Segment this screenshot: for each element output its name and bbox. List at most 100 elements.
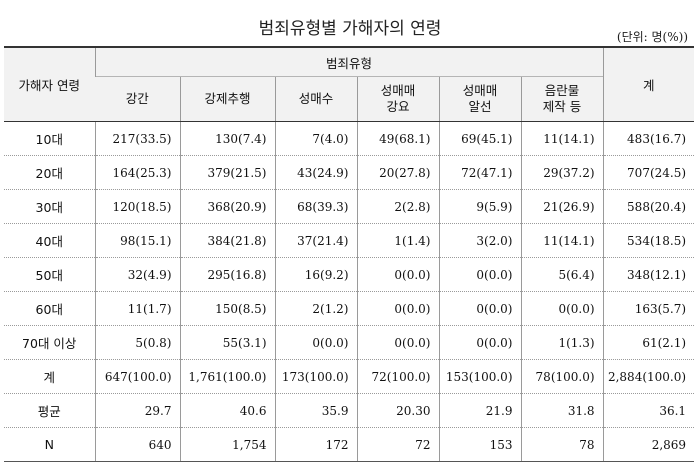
table-cell: 153 xyxy=(438,427,521,462)
table-cell: 173(100.0) xyxy=(274,359,357,394)
table-cell: 3(2.0) xyxy=(438,223,521,258)
total-cell: 2,884(100.0) xyxy=(602,359,695,394)
table-cell: 43(24.9) xyxy=(274,155,357,190)
table-cell: 0(0.0) xyxy=(274,325,357,360)
table-cell: 150(8.5) xyxy=(179,291,275,326)
table-cell: 29.7 xyxy=(94,393,180,428)
total-cell: 588(20.4) xyxy=(602,189,695,224)
table-cell: 55(3.1) xyxy=(179,325,275,360)
row-label: 50대 xyxy=(4,257,95,292)
age-column-header: 가해자 연령 xyxy=(4,46,95,122)
table-cell: 164(25.3) xyxy=(94,155,180,190)
table-row: N 640 1,754 172 72 153 78 2,869 xyxy=(4,427,695,462)
table-row: 평균 29.7 40.6 35.9 20.30 21.9 31.8 36.1 xyxy=(4,393,695,428)
table-row: 40대 98(15.1) 384(21.8) 37(21.4) 1(1.4) 3(2.0)… xyxy=(4,223,695,258)
total-cell: 61(2.1) xyxy=(602,325,695,360)
total-cell: 36.1 xyxy=(602,393,695,428)
table-cell: 0(0.0) xyxy=(438,291,521,326)
total-cell: 707(24.5) xyxy=(602,155,695,190)
table-cell: 130(7.4) xyxy=(179,121,275,156)
table-cell: 1(1.4) xyxy=(356,223,439,258)
table-cell: 1,761(100.0) xyxy=(179,359,275,394)
row-label: 60대 xyxy=(4,291,95,326)
row-label: 40대 xyxy=(4,223,95,258)
table-cell: 0(0.0) xyxy=(356,325,439,360)
table-cell: 37(21.4) xyxy=(274,223,357,258)
table-cell: 21.9 xyxy=(438,393,521,428)
table-cell: 379(21.5) xyxy=(179,155,275,190)
total-cell: 163(5.7) xyxy=(602,291,695,326)
table-cell: 68(39.3) xyxy=(274,189,357,224)
table-cell: 21(26.9) xyxy=(520,189,604,224)
table-cell: 9(5.9) xyxy=(438,189,521,224)
age-by-crime-type-table: 가해자 연령 범죄유형 계 강간 강제추행 성매수 성매매 강요 성매매 알선 음란물 제… xyxy=(4,46,695,462)
total-cell: 483(16.7) xyxy=(602,121,695,156)
table-cell: 0(0.0) xyxy=(438,325,521,360)
row-label: 20대 xyxy=(4,155,95,190)
table-cell: 31.8 xyxy=(520,393,604,428)
row-label: 10대 xyxy=(4,121,95,156)
unit-note: (단위: 명(%)) xyxy=(616,30,688,44)
table-cell: 0(0.0) xyxy=(356,291,439,326)
table-cell: 640 xyxy=(94,427,180,462)
table-row: 30대 120(18.5) 368(20.9) 68(39.3) 2(2.8) 9(5.9… xyxy=(4,189,695,224)
table-cell: 69(45.1) xyxy=(438,121,521,156)
table-cell: 368(20.9) xyxy=(179,189,275,224)
crime-type-header: 음란물 제작 등 xyxy=(520,76,604,122)
table-cell: 11(1.7) xyxy=(94,291,180,326)
row-label: 평균 xyxy=(4,393,95,428)
crime-type-header: 강간 xyxy=(95,76,180,122)
crime-type-header: 성매매 알선 xyxy=(438,76,521,122)
table-cell: 1(1.3) xyxy=(520,325,604,360)
table-cell: 20.30 xyxy=(356,393,439,428)
table-row: 70대 이상 5(0.8) 55(3.1) 0(0.0) 0(0.0) 0(0.0) 1(1… xyxy=(4,325,695,360)
row-label: 계 xyxy=(4,359,95,394)
table-row: 계 647(100.0) 1,761(100.0) 173(100.0) 72(100.… xyxy=(4,359,695,394)
table-cell: 0(0.0) xyxy=(520,291,604,326)
table-cell: 647(100.0) xyxy=(94,359,180,394)
crime-type-header: 성매수 xyxy=(274,76,357,122)
table-cell: 16(9.2) xyxy=(274,257,357,292)
table-cell: 2(2.8) xyxy=(356,189,439,224)
table-cell: 72(100.0) xyxy=(356,359,439,394)
table-row: 50대 32(4.9) 295(16.8) 16(9.2) 0(0.0) 0(0.0) 5(… xyxy=(4,257,695,292)
crime-type-header: 강제추행 xyxy=(179,76,275,122)
table-cell: 98(15.1) xyxy=(94,223,180,258)
table-cell: 2(1.2) xyxy=(274,291,357,326)
table-cell: 11(14.1) xyxy=(520,121,604,156)
table-cell: 32(4.9) xyxy=(94,257,180,292)
row-label: N xyxy=(4,427,95,462)
total-cell: 348(12.1) xyxy=(602,257,695,292)
table-cell: 5(6.4) xyxy=(520,257,604,292)
total-cell: 534(18.5) xyxy=(602,223,695,258)
total-cell: 2,869 xyxy=(602,427,695,462)
table-cell: 78 xyxy=(520,427,604,462)
total-column-header: 계 xyxy=(602,46,695,122)
table-cell: 7(4.0) xyxy=(274,121,357,156)
table-cell: 20(27.8) xyxy=(356,155,439,190)
table-title: 범죄유형별 가해자의 연령 xyxy=(258,19,442,39)
table-cell: 120(18.5) xyxy=(94,189,180,224)
crime-type-header: 성매매 강요 xyxy=(356,76,439,122)
table-cell: 72 xyxy=(356,427,439,462)
table-cell: 5(0.8) xyxy=(94,325,180,360)
table-row: 10대 217(33.5) 130(7.4) 7(4.0) 49(68.1) 69(45.… xyxy=(4,121,695,156)
table-cell: 217(33.5) xyxy=(94,121,180,156)
table-cell: 172 xyxy=(274,427,357,462)
table-cell: 78(100.0) xyxy=(520,359,604,394)
crime-type-group-header: 범죄유형 xyxy=(94,46,604,77)
table-cell: 1,754 xyxy=(179,427,275,462)
table-cell: 49(68.1) xyxy=(356,121,439,156)
row-label: 30대 xyxy=(4,189,95,224)
table-cell: 40.6 xyxy=(179,393,275,428)
table-cell: 0(0.0) xyxy=(438,257,521,292)
table-cell: 295(16.8) xyxy=(179,257,275,292)
table-cell: 72(47.1) xyxy=(438,155,521,190)
table-cell: 384(21.8) xyxy=(179,223,275,258)
table-row: 60대 11(1.7) 150(8.5) 2(1.2) 0(0.0) 0(0.0) 0(0.… xyxy=(4,291,695,326)
table-cell: 35.9 xyxy=(274,393,357,428)
table-cell: 29(37.2) xyxy=(520,155,604,190)
row-label: 70대 이상 xyxy=(4,325,95,360)
table-row: 20대 164(25.3) 379(21.5) 43(24.9) 20(27.8) 72(… xyxy=(4,155,695,190)
table-cell: 0(0.0) xyxy=(356,257,439,292)
